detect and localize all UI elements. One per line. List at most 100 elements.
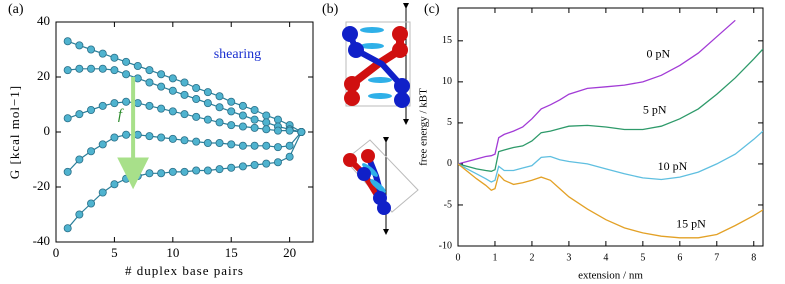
point <box>75 64 84 73</box>
axes-frame <box>457 7 764 247</box>
point <box>192 137 201 146</box>
point <box>63 37 72 46</box>
x-axis-label: # duplex base pairs <box>125 263 244 278</box>
point <box>215 165 224 174</box>
series-label: 15 pN <box>676 216 706 230</box>
point <box>215 92 224 101</box>
point <box>192 112 201 121</box>
point <box>98 188 107 197</box>
series-line <box>458 130 763 183</box>
point <box>145 132 154 141</box>
point <box>273 115 282 124</box>
y-tick-label: 0 <box>447 158 452 169</box>
point <box>168 86 177 95</box>
point <box>262 141 271 150</box>
point <box>215 138 224 147</box>
point <box>63 224 72 233</box>
point <box>63 167 72 176</box>
point <box>122 70 131 79</box>
x-tick-label: 4 <box>603 252 608 263</box>
y-tick-label: 40 <box>37 13 50 28</box>
x-tick-label: 5 <box>111 245 118 260</box>
point <box>133 99 142 108</box>
point <box>262 111 271 120</box>
point <box>262 118 271 127</box>
point <box>297 127 306 136</box>
series-line <box>458 19 736 165</box>
panel-label: (c) <box>424 2 440 17</box>
point <box>87 199 96 208</box>
point <box>157 70 166 79</box>
series-line <box>458 48 763 172</box>
point <box>63 114 72 123</box>
point <box>157 133 166 142</box>
annotation: f <box>118 107 124 123</box>
x-tick-label: 0 <box>456 252 461 263</box>
point <box>180 78 189 87</box>
point <box>285 152 294 161</box>
point <box>192 95 201 104</box>
x-tick-label: 2 <box>529 252 534 263</box>
point <box>285 141 294 150</box>
plot-area <box>63 37 306 233</box>
point <box>203 166 212 175</box>
point <box>262 125 271 134</box>
point <box>250 115 259 124</box>
point <box>98 101 107 110</box>
y-tick-label: 10 <box>442 76 452 87</box>
point <box>203 99 212 108</box>
y-tick-label: -40 <box>33 233 50 248</box>
point <box>87 45 96 54</box>
series-line <box>458 163 763 239</box>
point <box>122 174 131 183</box>
point <box>87 64 96 73</box>
point <box>75 41 84 50</box>
point <box>227 163 236 172</box>
point <box>98 140 107 149</box>
point <box>250 141 259 150</box>
x-tick-label: 6 <box>677 252 682 263</box>
panel-label: (a) <box>8 2 24 17</box>
point <box>110 99 119 108</box>
series-label: 5 pN <box>643 102 667 116</box>
point <box>168 134 177 143</box>
point <box>133 130 142 139</box>
point <box>122 97 131 106</box>
point <box>157 169 166 178</box>
x-tick-label: 5 <box>640 252 645 263</box>
y-tick-label: 20 <box>37 68 50 83</box>
point <box>227 97 236 106</box>
y-tick-label: 0 <box>44 123 51 138</box>
x-axis-label: extension / nm <box>578 270 643 282</box>
x-tick-label: 3 <box>566 252 571 263</box>
point <box>157 104 166 113</box>
point <box>122 57 131 66</box>
point <box>227 140 236 149</box>
point <box>238 162 247 171</box>
point <box>87 147 96 156</box>
point <box>203 138 212 147</box>
point <box>238 111 247 120</box>
structure-bottom <box>343 137 419 235</box>
annotation: shearing <box>214 47 261 62</box>
point <box>145 101 154 110</box>
series-label: 10 pN <box>658 159 688 173</box>
plot-area <box>458 19 763 239</box>
point <box>145 66 154 75</box>
point <box>227 121 236 130</box>
point <box>133 171 142 180</box>
y-tick-label: -20 <box>33 178 50 193</box>
y-tick-label: 15 <box>442 35 452 46</box>
point <box>180 136 189 145</box>
series-label: 0 pN <box>647 47 671 61</box>
x-tick-label: 8 <box>751 252 756 263</box>
point <box>75 210 84 219</box>
point <box>192 84 201 93</box>
point <box>87 106 96 115</box>
point <box>145 78 154 87</box>
point <box>250 106 259 115</box>
point <box>168 107 177 116</box>
x-tick-label: 1 <box>492 252 497 263</box>
point <box>273 126 282 135</box>
